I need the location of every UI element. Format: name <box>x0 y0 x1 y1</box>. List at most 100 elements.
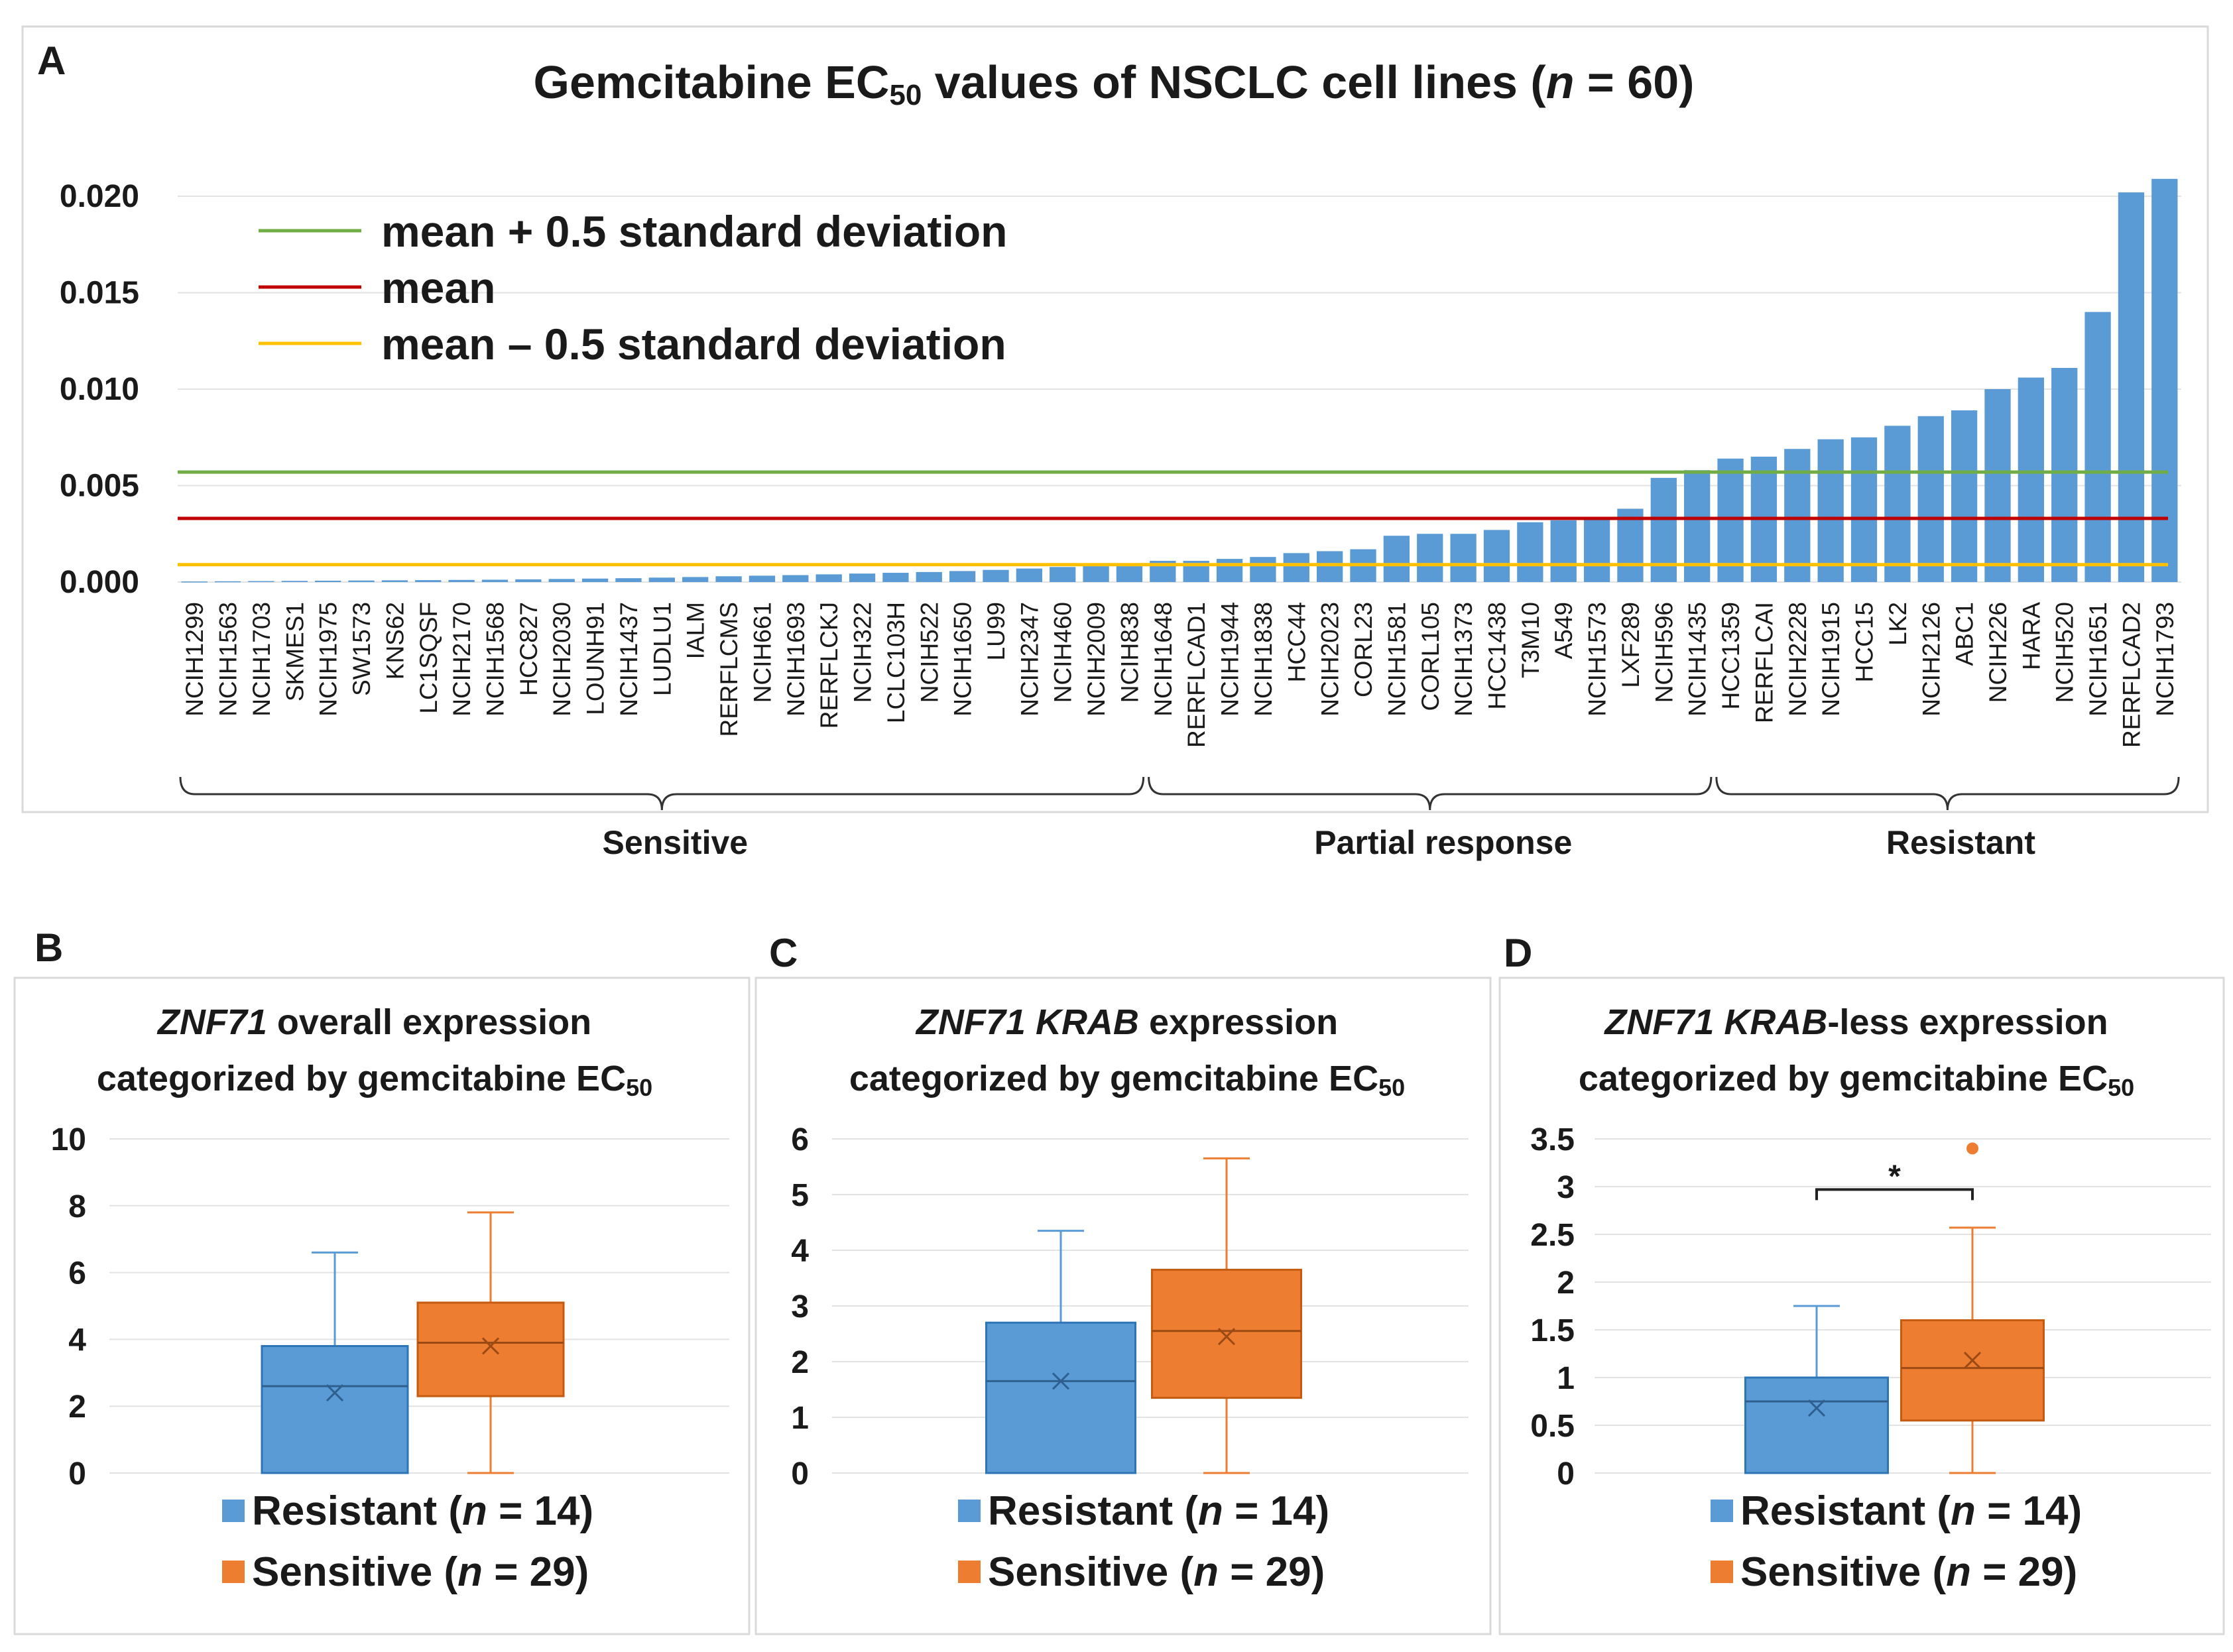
panel-c-y-tick: 6 <box>791 1122 809 1157</box>
panel-a-x-tick: LXF289 <box>1617 602 1644 688</box>
panel-a-chart: 0.000 0.005 0.010 0.015 0.020 NCIH1299 NCIH156… <box>60 178 2181 861</box>
panel-a-bar <box>1016 568 1042 582</box>
panel-a-x-tick: NCIH1975 <box>315 602 342 717</box>
panel-a-bar <box>983 569 1009 582</box>
panel-c-legend-label-sensitive: Sensitive (n = 29) <box>988 1549 1325 1595</box>
panel-a-x-tick: NCIH661 <box>749 602 776 703</box>
panel-a-x-tick: HARA <box>2018 602 2045 670</box>
panel-a-bar <box>1216 559 1243 582</box>
panel-d-chart: ZNF71 KRAB-less expression categorized by… <box>1498 976 2225 1635</box>
panel-d-legend-swatch-sensitive <box>1711 1561 1733 1583</box>
panel-a-x-tick: NCIH2009 <box>1083 602 1110 717</box>
panel-d-mean-marker <box>1963 1352 1982 1370</box>
panel-a-x-tick: NCIH1435 <box>1684 602 1711 717</box>
panel-a-group-label: Sensitive <box>603 824 749 861</box>
panel-d-legend-label-resistant: Resistant (n = 14) <box>1740 1488 2082 1534</box>
panel-a-x-tick: NCIH522 <box>916 602 943 703</box>
panel-a-x-tick: NCIH1437 <box>615 602 642 717</box>
panel-a-x-tick: RERFLCAD2 <box>2118 602 2145 748</box>
panel-a-bar <box>2084 312 2111 582</box>
panel-b-y-tick: 0 <box>68 1456 86 1492</box>
panel-a-bar <box>2051 367 2078 582</box>
panel-a-x-tick: CORL105 <box>1417 602 1444 711</box>
panel-c-legend-swatch-resistant <box>958 1500 981 1522</box>
panel-a-x-tick: RERFLCAI <box>1750 602 1778 723</box>
panel-a-x-tick: NCIH226 <box>1984 602 2012 703</box>
panel-c-legend-n-symbol: n <box>1198 1488 1223 1534</box>
panel-a-y-tick: 0.015 <box>60 276 139 311</box>
panel-a-x-tick: LC1SQSF <box>415 602 442 714</box>
panel-a-bar <box>1717 458 1744 582</box>
panel-b-y-tick: 2 <box>68 1389 86 1425</box>
panel-a-x-tick: SW1573 <box>348 602 375 696</box>
panel-a-x-tick: LU99 <box>983 602 1010 660</box>
panel-a-x-tick: NCIH2030 <box>548 602 575 717</box>
panel-a-x-tick: NCIH2228 <box>1784 602 1811 717</box>
panel-a-x-tick: NCIH2347 <box>1016 602 1043 717</box>
panel-c-legend-swatch-sensitive <box>958 1561 981 1583</box>
panel-a-frame <box>21 25 2209 813</box>
panel-d-title-line1: ZNF71 KRAB-less expression <box>1603 1002 2108 1042</box>
panel-a-x-tick: RERFLCKJ <box>815 602 843 729</box>
panel-a-bar <box>2018 377 2044 582</box>
panel-b-legend-label-sensitive: Sensitive (n = 29) <box>252 1549 589 1595</box>
panel-b-legend-name: Sensitive ( <box>252 1549 457 1595</box>
panel-a-y-tick: 0.005 <box>60 469 139 504</box>
panel-a-bar <box>882 573 909 582</box>
panel-a-x-tick: HCC15 <box>1851 602 1878 682</box>
panel-a-bar <box>448 579 475 582</box>
panel-a-x-tick: NCIH1693 <box>782 602 810 717</box>
panel-d-title-line2: categorized by gemcitabine EC50 <box>1579 1059 2134 1101</box>
panel-d-y-tick: 1 <box>1557 1361 1575 1396</box>
panel-b-legend-n-value: = 14) <box>487 1488 593 1534</box>
panel-b-title-text: categorized by gemcitabine EC <box>97 1059 626 1098</box>
panel-d-box-resistant <box>1744 1376 1889 1474</box>
panel-a-bar <box>1450 534 1477 582</box>
panel-b-box-sensitive <box>416 1301 565 1397</box>
panel-a-bar <box>214 581 241 583</box>
panel-a-x-tick: NCIH1793 <box>2151 602 2179 717</box>
panel-c-box-resistant <box>985 1321 1136 1474</box>
panel-a-x-tick: NCIH1573 <box>1584 602 1611 717</box>
panel-d-legend-n-symbol: n <box>1946 1549 1971 1595</box>
panel-c-legend-label-resistant: Resistant (n = 14) <box>988 1488 1329 1534</box>
panel-c-y-tick: 4 <box>791 1234 809 1269</box>
panel-a-x-tick: NCIH1651 <box>2084 602 2112 717</box>
panel-c-legend-n-symbol: n <box>1193 1549 1219 1595</box>
panel-a-bar <box>581 578 609 582</box>
panel-a-x-tick: NCIH2126 <box>1917 602 1945 717</box>
panel-b-legend-swatch-resistant <box>222 1500 245 1522</box>
panel-d-title-text: categorized by gemcitabine EC <box>1579 1059 2108 1098</box>
panel-a-y-tick: 0.000 <box>60 565 139 600</box>
panel-b-y-tick: 4 <box>68 1323 86 1358</box>
panel-b-frame <box>13 976 751 1635</box>
panel-a-x-tick: KNS62 <box>381 602 408 679</box>
panel-a-x-tick: RERFLCAD1 <box>1183 602 1210 748</box>
panel-c-legend-name: Sensitive ( <box>988 1549 1193 1595</box>
panel-a-x-tick: LUDLU1 <box>648 602 676 696</box>
panel-a-x-tick: HCC44 <box>1283 602 1310 682</box>
panel-b-legend-n-symbol: n <box>457 1549 483 1595</box>
panel-a-bar <box>1283 553 1309 582</box>
panel-c-title-gene: ZNF71 KRAB <box>915 1002 1139 1042</box>
panel-d-legend-label-sensitive: Sensitive (n = 29) <box>1740 1549 2077 1595</box>
panel-b-legend-label-resistant: Resistant (n = 14) <box>252 1488 593 1534</box>
panel-a-x-tick: HCC827 <box>515 602 542 696</box>
panel-c-title-rest: expression <box>1139 1002 1338 1042</box>
panel-a-x-tick: T3M10 <box>1517 602 1544 678</box>
panel-a-x-tick: NCIH1648 <box>1150 602 1177 717</box>
panel-a-legend-label: mean + 0.5 standard deviation <box>381 207 1008 256</box>
panel-d-outlier-point <box>1966 1142 1978 1155</box>
panel-b-title-line2: categorized by gemcitabine EC50 <box>97 1059 652 1101</box>
panel-c-box-sensitive <box>1151 1268 1302 1399</box>
panel-b-title-gene: ZNF71 <box>156 1002 267 1042</box>
panel-d-legend-name: Resistant ( <box>1740 1488 1951 1534</box>
panel-a-x-tick: NCIH460 <box>1050 602 1077 703</box>
panel-d-y-tick: 2.5 <box>1530 1218 1575 1253</box>
panel-a-bar <box>1650 477 1677 582</box>
panel-a-bar <box>1116 564 1143 582</box>
panel-a-bar <box>1550 520 1577 582</box>
panel-a-x-tick: NCIH1568 <box>481 602 509 717</box>
panel-a-bar <box>682 577 709 582</box>
